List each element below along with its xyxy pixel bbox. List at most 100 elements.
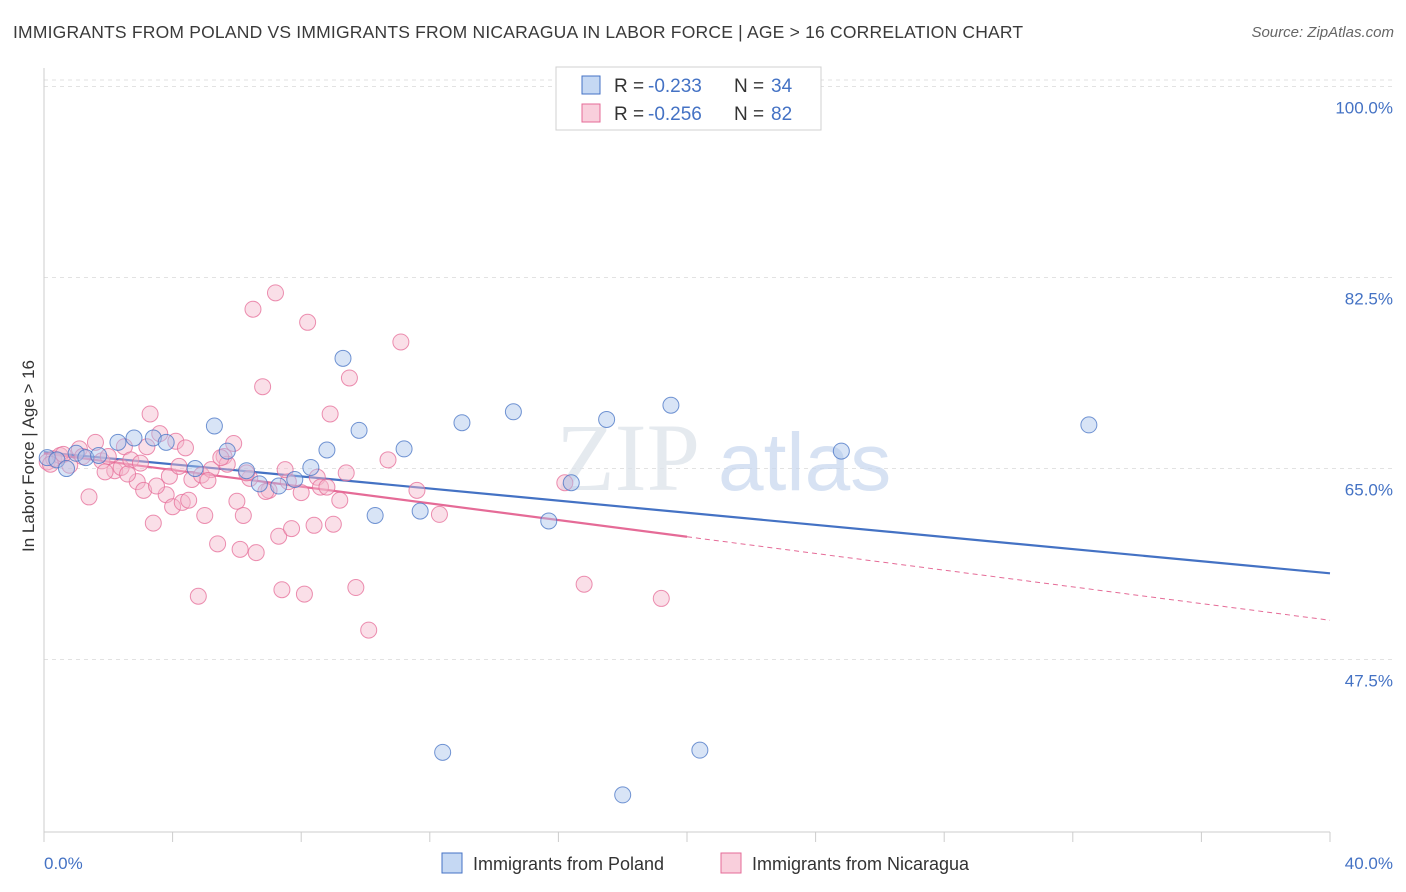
point-poland-11: [205, 417, 223, 435]
point-nicaragua-35: [228, 492, 246, 510]
point-poland-28: [562, 474, 580, 492]
trend-line-1: [43, 452, 688, 538]
point-poland-20: [350, 421, 368, 439]
y-tick-labels: 47.5% 65.0% 82.5% 100.0%: [1335, 99, 1393, 691]
point-poland-27: [540, 512, 558, 530]
point-nicaragua-69: [96, 463, 114, 481]
point-poland-1: [48, 451, 66, 469]
point-nicaragua-60: [392, 333, 410, 351]
point-poland-33: [832, 442, 850, 460]
point-nicaragua-14: [135, 481, 153, 499]
point-poland-8: [144, 429, 162, 447]
point-nicaragua-61: [408, 481, 426, 499]
point-nicaragua-37: [234, 506, 252, 524]
point-nicaragua-16: [141, 405, 159, 423]
point-nicaragua-47: [283, 520, 301, 538]
point-nicaragua-31: [209, 535, 227, 553]
trend-line-extension-1: [686, 536, 1331, 621]
point-nicaragua-48: [295, 585, 313, 603]
stats-r-value-poland: -0.233: [648, 76, 702, 97]
point-nicaragua-33: [218, 455, 236, 473]
point-poland-23: [411, 502, 429, 520]
x-tick-label-min: 0.0%: [44, 854, 83, 873]
point-nicaragua-58: [360, 621, 378, 639]
point-nicaragua-36: [231, 540, 249, 558]
point-nicaragua-72: [148, 477, 166, 495]
y-tick-label-1: 65.0%: [1345, 481, 1393, 500]
legend-swatch-poland: [441, 852, 463, 874]
point-nicaragua-74: [199, 472, 217, 490]
point-nicaragua-15: [138, 438, 156, 456]
point-nicaragua-25: [180, 491, 198, 509]
point-poland-21: [366, 506, 384, 524]
stats-swatch-poland: [581, 75, 601, 95]
point-poland-10: [186, 460, 204, 478]
point-nicaragua-29: [196, 506, 214, 524]
point-nicaragua-40: [247, 544, 265, 562]
y-tick-label-2: 82.5%: [1345, 290, 1393, 309]
point-nicaragua-54: [324, 515, 342, 533]
x-tick-label-max: 40.0%: [1345, 854, 1393, 873]
trend-line-0: [43, 451, 1331, 575]
watermark-zip: ZIP: [556, 404, 700, 511]
legend: Immigrants from Poland Immigrants from N…: [441, 852, 970, 874]
y-axis-label: In Labor Force | Age > 16: [19, 360, 38, 552]
point-poland-14: [250, 475, 268, 493]
point-poland-17: [302, 458, 320, 476]
point-nicaragua-23: [173, 493, 191, 511]
point-nicaragua-62: [430, 505, 448, 523]
stats-swatch-nicaragua: [581, 103, 601, 123]
point-nicaragua-80: [318, 478, 336, 496]
point-nicaragua-71: [131, 454, 149, 472]
point-nicaragua-6: [86, 433, 104, 451]
point-poland-2: [58, 460, 76, 478]
point-poland-13: [238, 462, 256, 480]
legend-label-poland: Immigrants from Poland: [473, 854, 664, 874]
point-nicaragua-75: [212, 449, 230, 467]
point-poland-24: [434, 743, 452, 761]
point-nicaragua-49: [299, 313, 317, 331]
stats-r-label-nicaragua: R =: [614, 104, 644, 125]
point-nicaragua-64: [575, 575, 593, 593]
point-nicaragua-81: [337, 464, 355, 482]
point-nicaragua-63: [556, 474, 574, 492]
point-nicaragua-27: [189, 587, 207, 605]
point-poland-12: [218, 442, 236, 460]
point-nicaragua-57: [347, 579, 365, 597]
point-poland-4: [77, 449, 95, 467]
point-poland-9: [157, 433, 175, 451]
point-poland-18: [318, 441, 336, 459]
point-poland-5: [90, 446, 108, 464]
grid-lines: [44, 79, 1393, 661]
point-nicaragua-44: [270, 527, 288, 545]
stats-n-label-nicaragua: N =: [734, 104, 764, 125]
point-nicaragua-70: [119, 465, 137, 483]
point-poland-32: [691, 741, 709, 759]
point-nicaragua-50: [305, 516, 323, 534]
point-poland-30: [614, 786, 632, 804]
point-nicaragua-39: [244, 300, 262, 318]
point-nicaragua-17: [144, 514, 162, 532]
point-nicaragua-45: [273, 581, 291, 599]
stats-box: R = -0.233 N = 34 R = -0.256 N = 82: [555, 66, 822, 131]
stats-n-value-nicaragua: 82: [771, 104, 792, 125]
point-poland-7: [125, 429, 143, 447]
point-poland-31: [662, 396, 680, 414]
legend-label-nicaragua: Immigrants from Nicaragua: [752, 854, 970, 874]
point-nicaragua-73: [170, 457, 188, 475]
stats-n-value-poland: 34: [771, 76, 793, 97]
data-points: [38, 284, 1098, 804]
stats-r-label-poland: R =: [614, 76, 644, 97]
y-tick-label-0: 47.5%: [1345, 672, 1393, 691]
point-poland-34: [1080, 416, 1098, 434]
point-poland-29: [598, 410, 616, 428]
point-poland-6: [109, 433, 127, 451]
point-nicaragua-53: [321, 405, 339, 423]
stats-n-label-poland: N =: [734, 76, 764, 97]
point-poland-16: [286, 470, 304, 488]
point-poland-3: [67, 444, 85, 462]
point-poland-26: [504, 403, 522, 421]
watermark-atlas: atlas: [718, 417, 891, 508]
point-nicaragua-56: [340, 369, 358, 387]
